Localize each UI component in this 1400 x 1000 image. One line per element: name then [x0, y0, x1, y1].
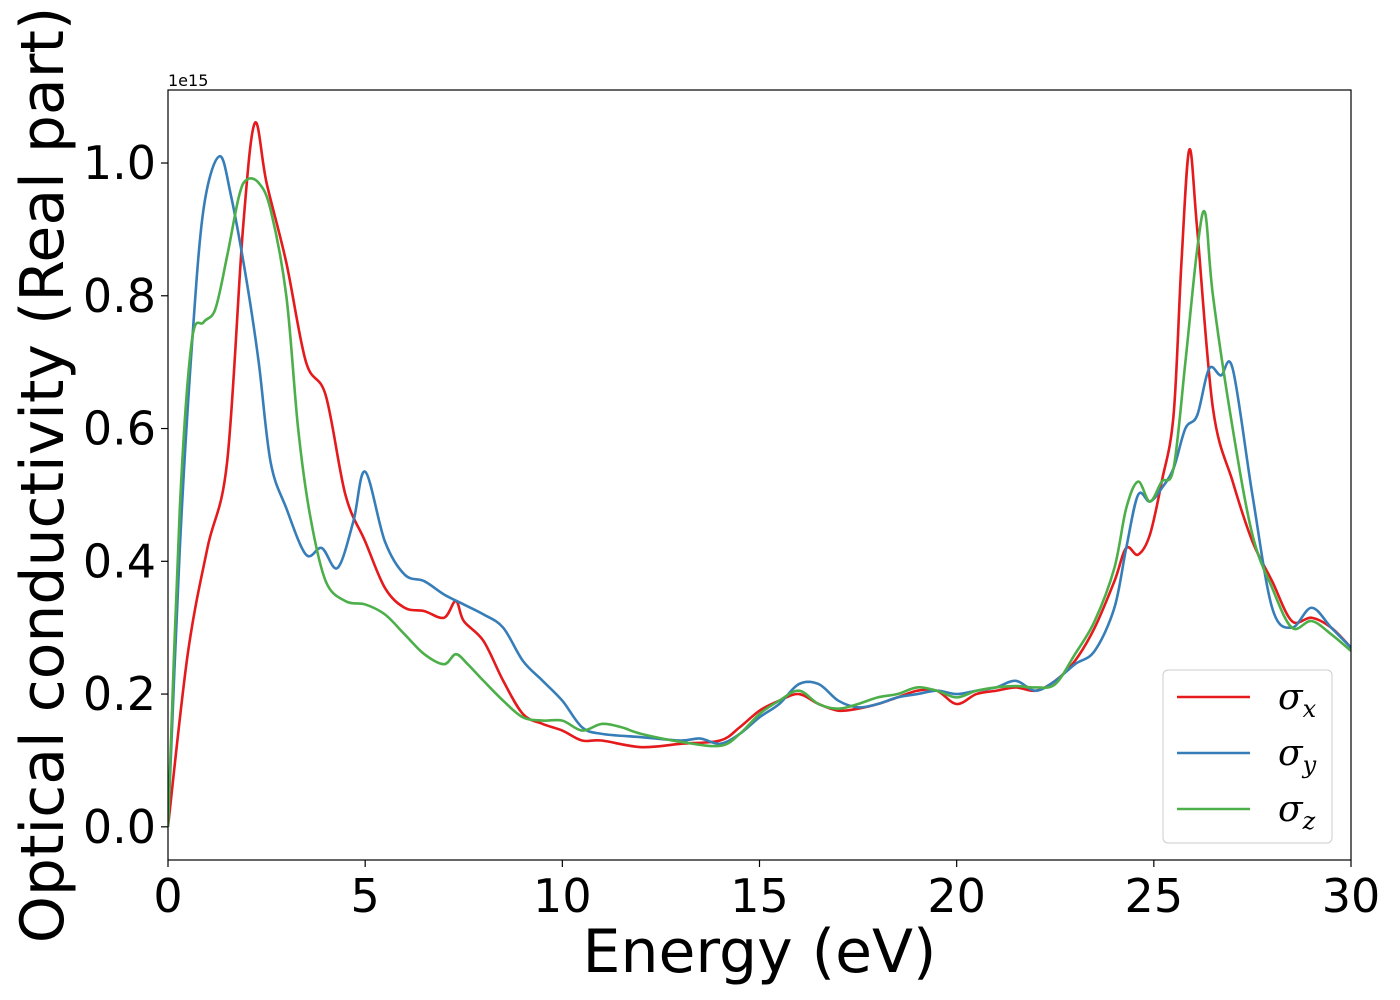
legend-label-y: σy [1278, 733, 1317, 779]
y-tick-label: 0.0 [83, 800, 156, 854]
x-tick-label: 15 [730, 869, 789, 923]
legend-symbol: σ [1278, 677, 1304, 718]
y-tick-label: 0.4 [83, 534, 156, 588]
legend-box [1162, 669, 1333, 844]
y-tick-label: 1.0 [83, 136, 156, 190]
x-tick-label: 30 [1322, 869, 1381, 923]
series-line-z [168, 177, 1351, 827]
legend-label-x: σx [1278, 677, 1317, 723]
legend-subscript: z [1302, 807, 1316, 835]
x-tick-label: 0 [153, 869, 182, 923]
legend-subscript: y [1302, 751, 1317, 779]
legend-symbol: σ [1278, 733, 1304, 774]
x-axis: 0 5 10 15 20 25 30 [153, 860, 1380, 923]
y-tick-label: 0.8 [83, 269, 156, 323]
legend-label-z: σz [1278, 789, 1316, 835]
x-tick-label: 5 [351, 869, 380, 923]
y-offset-label: 1e15 [168, 71, 208, 90]
legend-subscript: x [1303, 695, 1317, 723]
y-axis-label: Optical conductivity (Real part) [8, 7, 78, 944]
x-tick-label: 25 [1125, 869, 1184, 923]
x-tick-label: 10 [533, 869, 592, 923]
x-tick-label: 20 [927, 869, 986, 923]
y-tick-label: 0.2 [83, 667, 156, 721]
y-tick-label: 0.6 [83, 402, 156, 456]
series-layer [168, 121, 1351, 827]
y-axis: 0.0 0.2 0.4 0.6 0.8 1.0 [83, 136, 168, 854]
x-axis-label: Energy (eV) [583, 917, 937, 987]
legend-symbol: σ [1278, 789, 1304, 830]
series-line-x [168, 121, 1351, 827]
